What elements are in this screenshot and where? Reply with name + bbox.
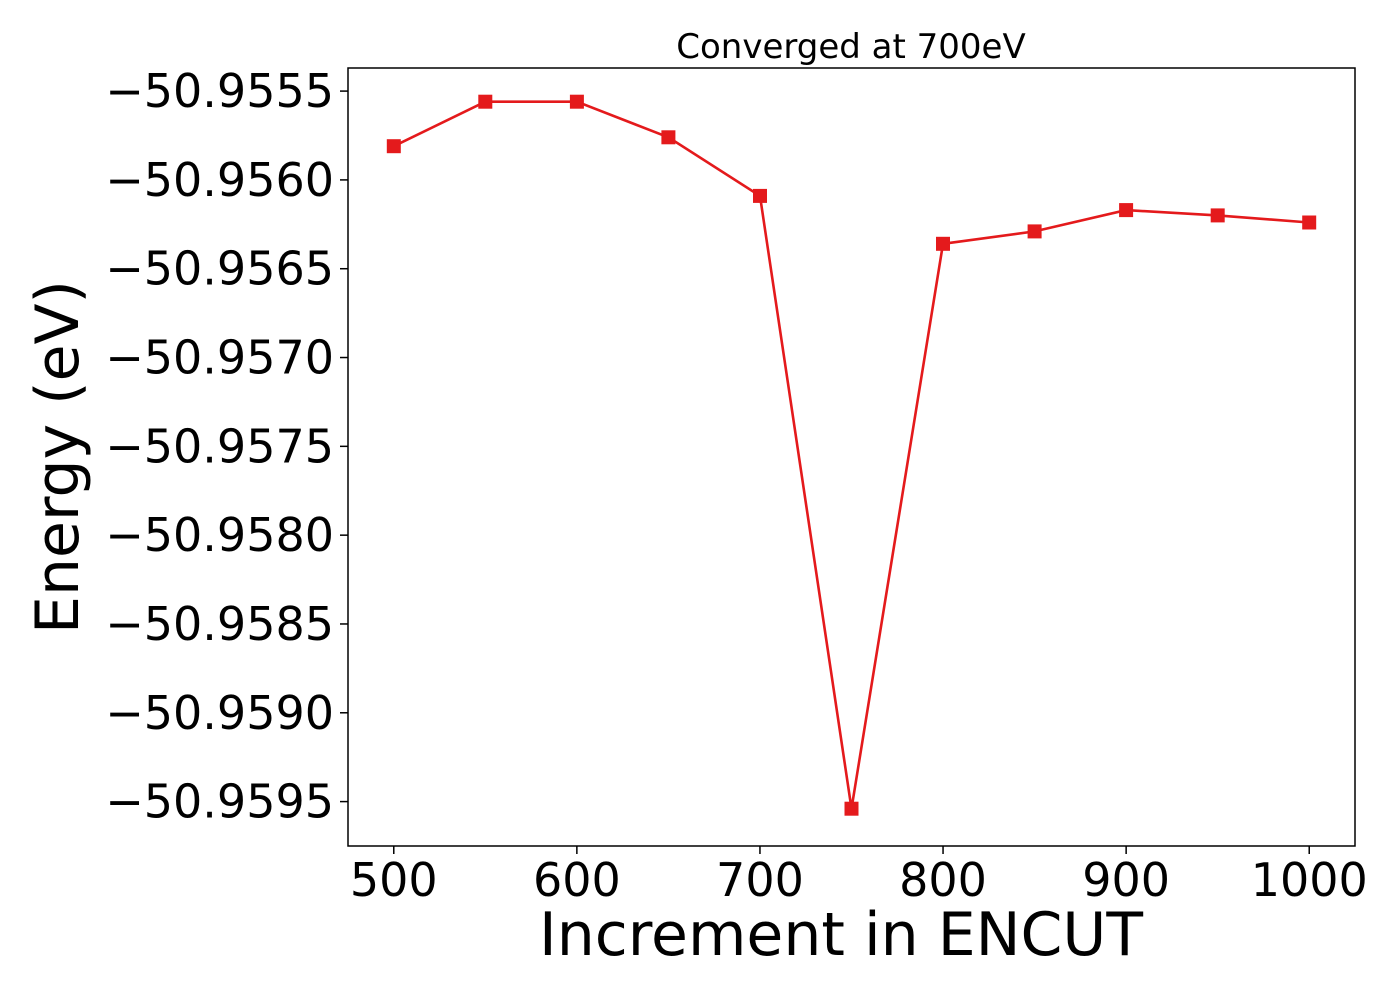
- y-axis-label: Energy (eV): [23, 280, 93, 634]
- x-axis-label: Increment in ENCUT: [539, 900, 1143, 970]
- y-tick-label: −50.9560: [105, 153, 334, 207]
- chart-title: Converged at 700eV: [676, 27, 1025, 67]
- series-line: [393, 100, 1310, 809]
- data-point-marker: [936, 236, 950, 251]
- data-point-marker: [1027, 224, 1042, 239]
- x-tick-label: 800: [899, 853, 987, 907]
- x-axis: 500 600 700 800 900 1000: [350, 846, 1368, 907]
- y-tick-label: −50.9590: [105, 686, 334, 740]
- data-point-marker: [478, 94, 493, 109]
- x-tick-label: 500: [350, 853, 438, 907]
- y-axis: −50.9555 −50.9560 −50.9565 −50.9570 −50.9575…: [105, 64, 348, 829]
- data-point-marker: [1119, 203, 1134, 218]
- plot-area: [386, 94, 1317, 816]
- x-tick-label: 700: [716, 853, 804, 907]
- data-point-marker: [844, 801, 859, 816]
- x-tick-label: 1000: [1251, 853, 1368, 907]
- data-point-marker: [569, 94, 584, 109]
- y-tick-label: −50.9565: [105, 242, 334, 296]
- data-point-marker: [1302, 215, 1317, 230]
- y-tick-label: −50.9580: [105, 508, 334, 562]
- y-tick-label: −50.9555: [105, 64, 334, 118]
- plot-frame: [347, 67, 1356, 847]
- y-tick-label: −50.9570: [105, 331, 334, 385]
- y-tick-label: −50.9585: [105, 597, 334, 651]
- data-point-marker: [661, 130, 676, 145]
- data-point-marker: [753, 188, 767, 203]
- y-tick-label: −50.9595: [105, 775, 334, 829]
- data-point-marker: [386, 139, 401, 154]
- y-tick-label: −50.9575: [105, 419, 334, 473]
- x-tick-label: 600: [533, 853, 621, 907]
- x-tick-label: 900: [1082, 853, 1170, 907]
- data-point-marker: [1210, 208, 1225, 223]
